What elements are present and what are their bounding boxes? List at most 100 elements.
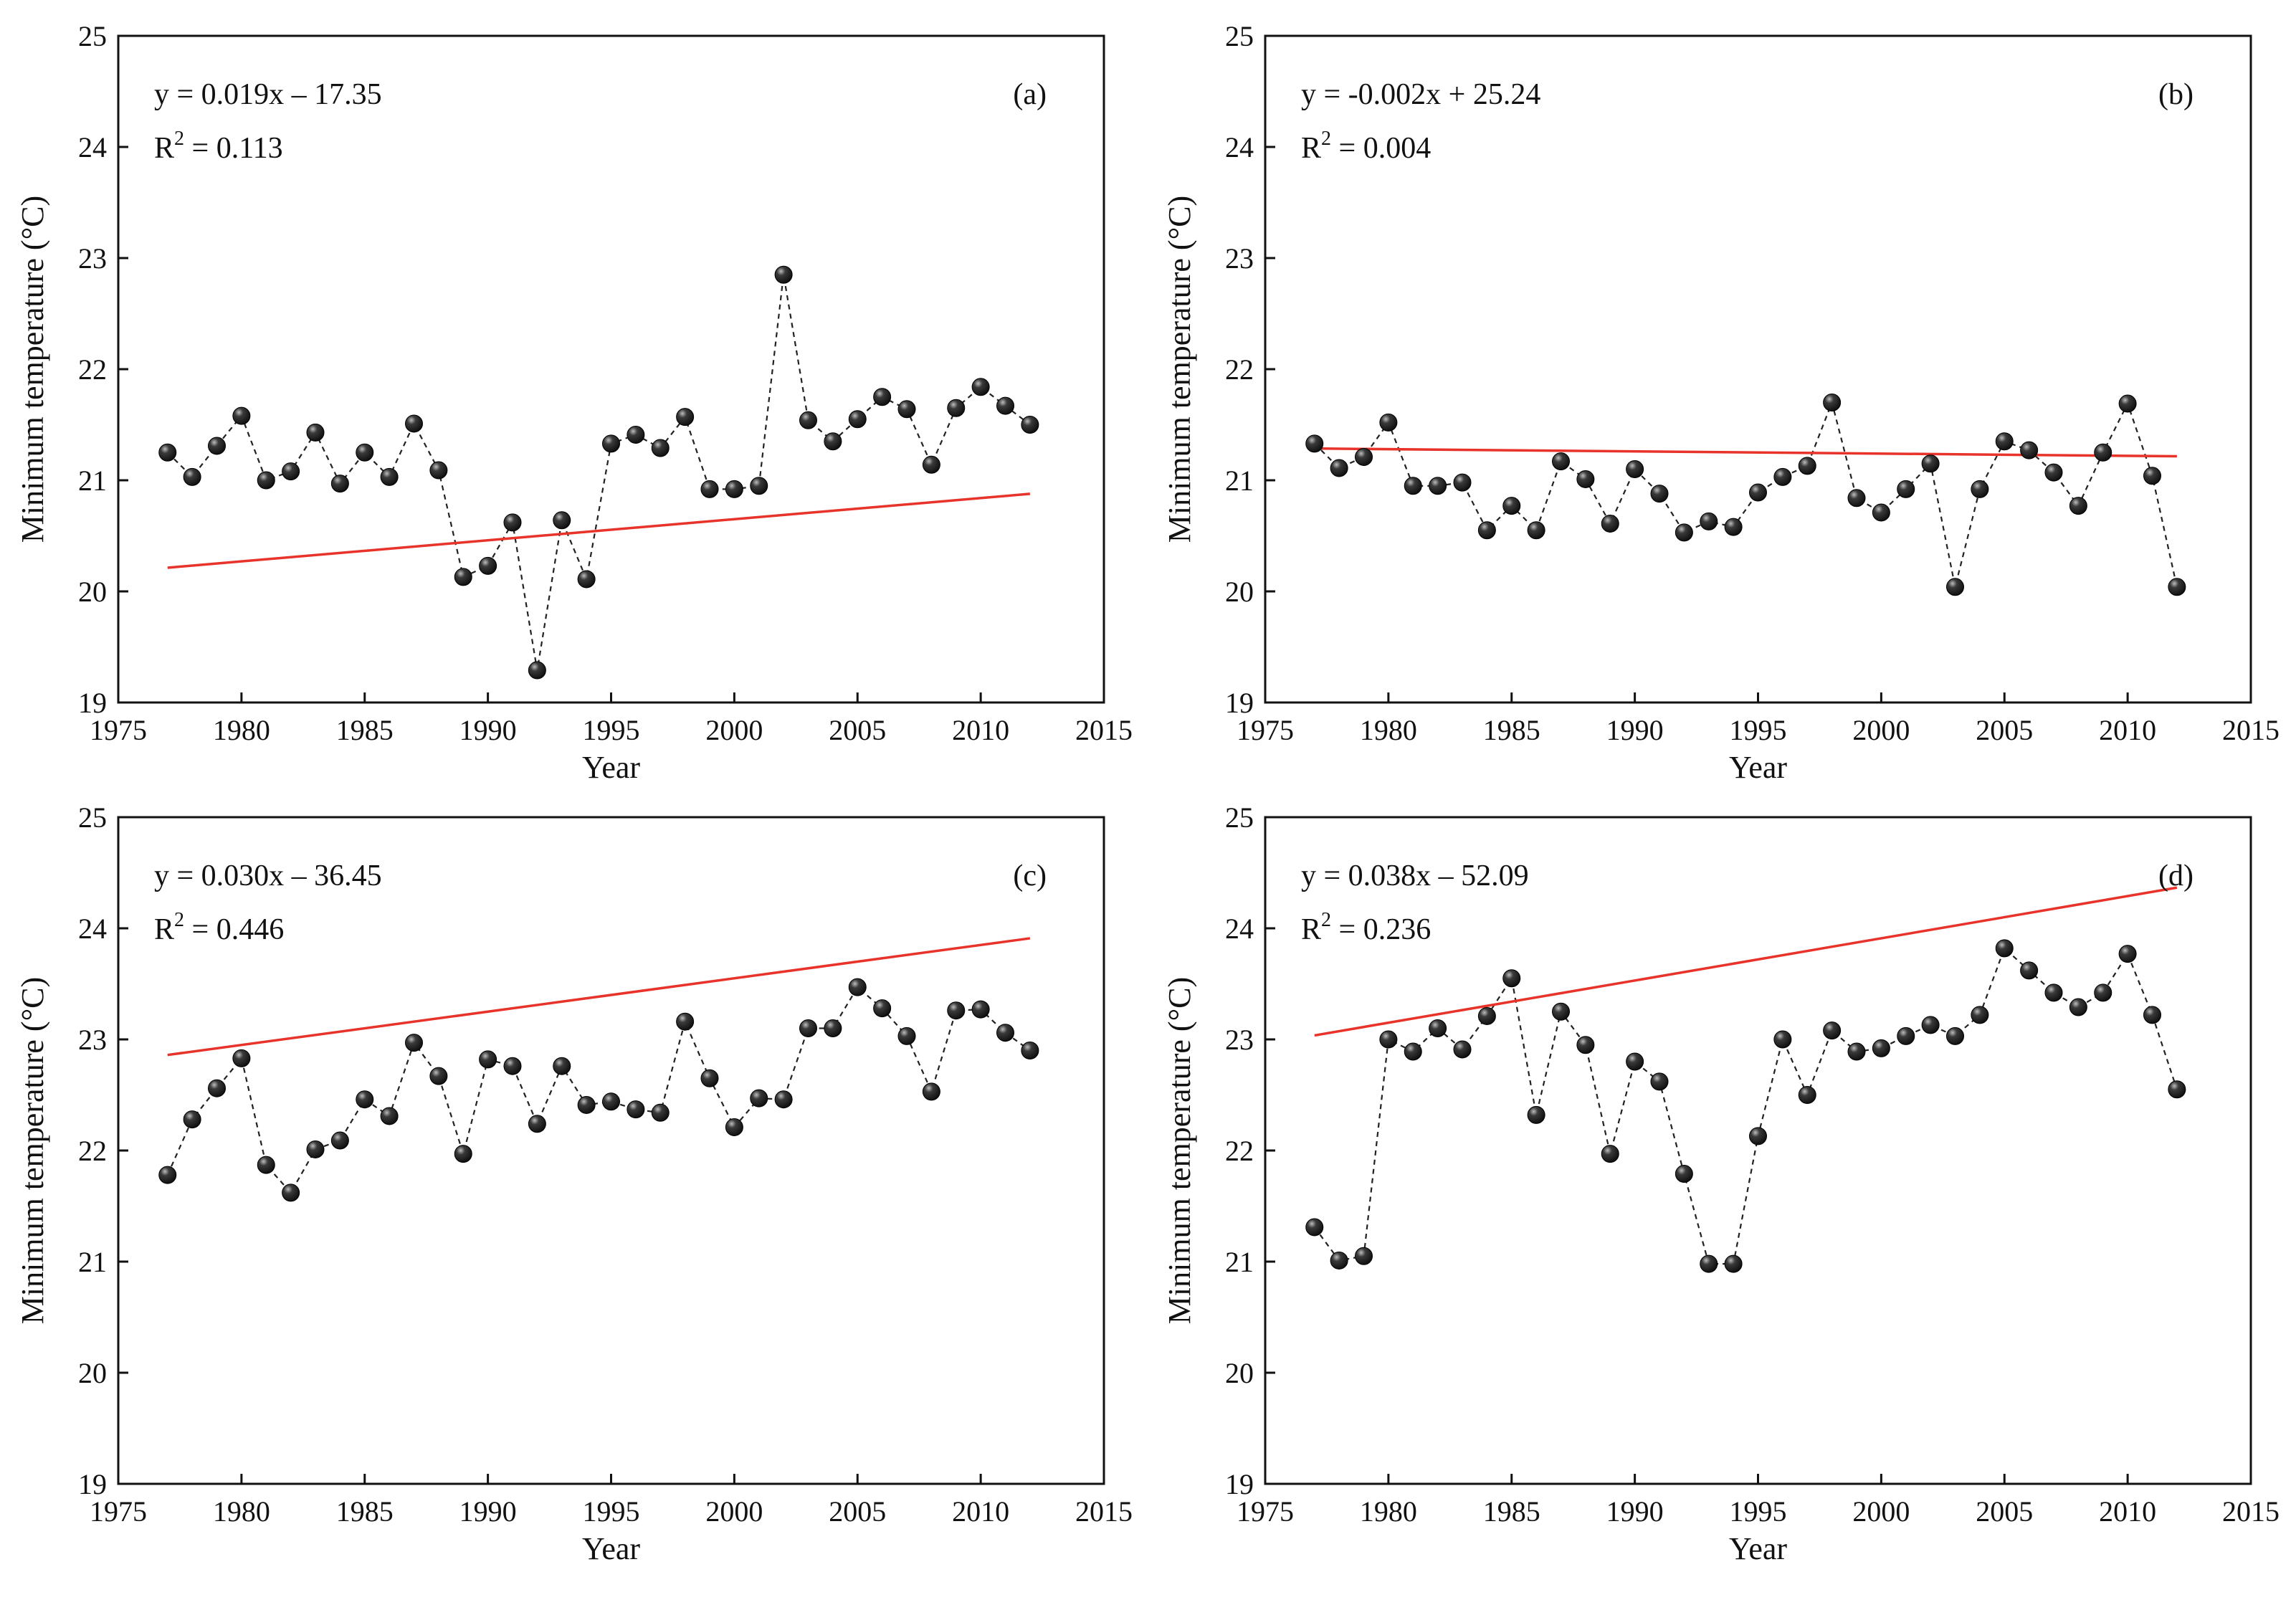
- data-point-b: [1675, 523, 1693, 542]
- r-squared-d: R2 = 0.236: [1301, 909, 1431, 946]
- data-point-b: [2143, 467, 2161, 485]
- x-axis-title-a: Year: [582, 750, 640, 785]
- data-point-b: [2118, 394, 2137, 413]
- data-point-d: [1773, 1030, 1792, 1049]
- data-point-d: [1872, 1039, 1890, 1057]
- regression-equation-d: y = 0.038x – 52.09: [1301, 859, 1529, 892]
- data-point-b: [1798, 457, 1816, 475]
- data-point-c: [356, 1090, 374, 1109]
- y-axis-title-c: Minimum temperature (°C): [15, 977, 50, 1324]
- y-tick-label-a: 25: [78, 20, 107, 52]
- data-point-c: [602, 1092, 620, 1111]
- data-point-b: [1946, 578, 1964, 596]
- data-point-b: [2094, 443, 2112, 462]
- chart-panel-a: 1975 1980 1985 1990 1995 2000 2005 2010 2015 19 20…: [15, 20, 1133, 785]
- data-point-d: [1404, 1042, 1422, 1061]
- x-tick-label-a: 1995: [583, 714, 640, 746]
- y-tick-label-c: 25: [78, 801, 107, 834]
- data-point-c: [208, 1079, 226, 1097]
- x-tick-label-b: 1980: [1360, 714, 1417, 746]
- data-point-b: [1552, 452, 1570, 471]
- data-point-a: [405, 414, 423, 433]
- data-point-c: [750, 1089, 768, 1108]
- y-axis-title-d: Minimum temperature (°C): [1162, 977, 1197, 1324]
- data-point-b: [1773, 467, 1792, 486]
- regression-equation-a: y = 0.019x – 17.35: [154, 78, 382, 111]
- data-point-a: [627, 425, 645, 444]
- data-point-b: [1305, 434, 1324, 453]
- data-point-a: [306, 423, 325, 442]
- data-point-d: [2069, 998, 2087, 1016]
- x-tick-label-c: 1985: [336, 1495, 394, 1528]
- x-tick-label-a: 1990: [459, 714, 517, 746]
- panel-label-d: (d): [2158, 859, 2193, 892]
- data-point-d: [1626, 1052, 1644, 1071]
- data-point-a: [553, 511, 571, 530]
- y-tick-label-d: 23: [1225, 1024, 1254, 1056]
- chart-panel-b: 1975 1980 1985 1990 1995 2000 2005 2010 2015 19 20…: [1162, 20, 2280, 785]
- y-tick-label-a: 21: [78, 465, 107, 497]
- y-tick-label-d: 20: [1225, 1357, 1254, 1389]
- x-tick-label-b: 1990: [1606, 714, 1664, 746]
- data-point-d: [1823, 1021, 1842, 1040]
- x-tick-label-a: 2010: [952, 714, 1009, 746]
- data-point-b: [1453, 473, 1472, 492]
- data-point-a: [183, 467, 201, 486]
- data-point-d: [2118, 945, 2137, 963]
- data-point-c: [774, 1090, 793, 1109]
- data-point-c: [282, 1183, 300, 1202]
- x-tick-label-b: 2005: [1976, 714, 2033, 746]
- data-point-d: [1502, 969, 1521, 988]
- data-point-a: [454, 568, 472, 586]
- data-point-d: [1552, 1002, 1570, 1021]
- series-line-c: [166, 986, 1031, 1194]
- data-point-c: [306, 1140, 325, 1158]
- x-tick-label-d: 2010: [2099, 1495, 2156, 1528]
- data-point-c: [947, 1001, 966, 1020]
- data-point-c: [528, 1115, 546, 1133]
- data-point-b: [1897, 480, 1915, 498]
- data-point-c: [873, 999, 892, 1018]
- data-point-a: [479, 556, 497, 575]
- y-tick-label-a: 19: [78, 687, 107, 719]
- data-point-b: [1995, 432, 2014, 451]
- data-point-b: [1626, 460, 1644, 478]
- y-tick-label-b: 24: [1225, 131, 1254, 163]
- trend-line-b: [1314, 447, 2177, 458]
- chart-panel-c: 1975 1980 1985 1990 1995 2000 2005 2010 2015 19 20…: [15, 801, 1133, 1566]
- data-point-b: [1379, 413, 1398, 432]
- x-tick-label-d: 1990: [1606, 1495, 1664, 1528]
- data-point-b: [1601, 514, 1619, 533]
- data-point-d: [1995, 939, 2014, 958]
- data-point-a: [774, 265, 793, 284]
- data-point-d: [1527, 1105, 1545, 1124]
- data-point-c: [897, 1027, 916, 1045]
- x-tick-label-b: 1995: [1730, 714, 1787, 746]
- data-point-b: [2044, 463, 2063, 482]
- data-point-a: [996, 396, 1014, 415]
- data-point-c: [1021, 1042, 1039, 1059]
- data-point-d: [2143, 1006, 2161, 1024]
- data-point-a: [528, 661, 546, 680]
- y-tick-label-d: 24: [1225, 913, 1254, 945]
- y-tick-label-c: 21: [78, 1246, 107, 1278]
- data-point-c: [700, 1069, 719, 1087]
- data-point-d: [1700, 1254, 1718, 1273]
- data-point-c: [183, 1110, 201, 1129]
- x-tick-label-c: 1990: [459, 1495, 517, 1528]
- x-tick-label-b: 2015: [2222, 714, 2280, 746]
- data-point-d: [2020, 961, 2039, 980]
- data-point-a: [577, 570, 596, 589]
- data-point-c: [380, 1107, 399, 1125]
- x-tick-label-d: 2000: [1852, 1495, 1910, 1528]
- x-tick-label-c: 2000: [705, 1495, 763, 1528]
- data-point-d: [1946, 1027, 1964, 1045]
- regression-equation-c: y = 0.030x – 36.45: [154, 859, 382, 892]
- x-tick-label-a: 1980: [213, 714, 270, 746]
- data-point-b: [2020, 441, 2039, 459]
- data-point-c: [676, 1012, 695, 1031]
- data-point-b: [1527, 521, 1545, 540]
- data-point-a: [503, 513, 522, 532]
- y-axis-title-b: Minimum temperature (°C): [1162, 196, 1197, 543]
- data-point-c: [848, 978, 867, 996]
